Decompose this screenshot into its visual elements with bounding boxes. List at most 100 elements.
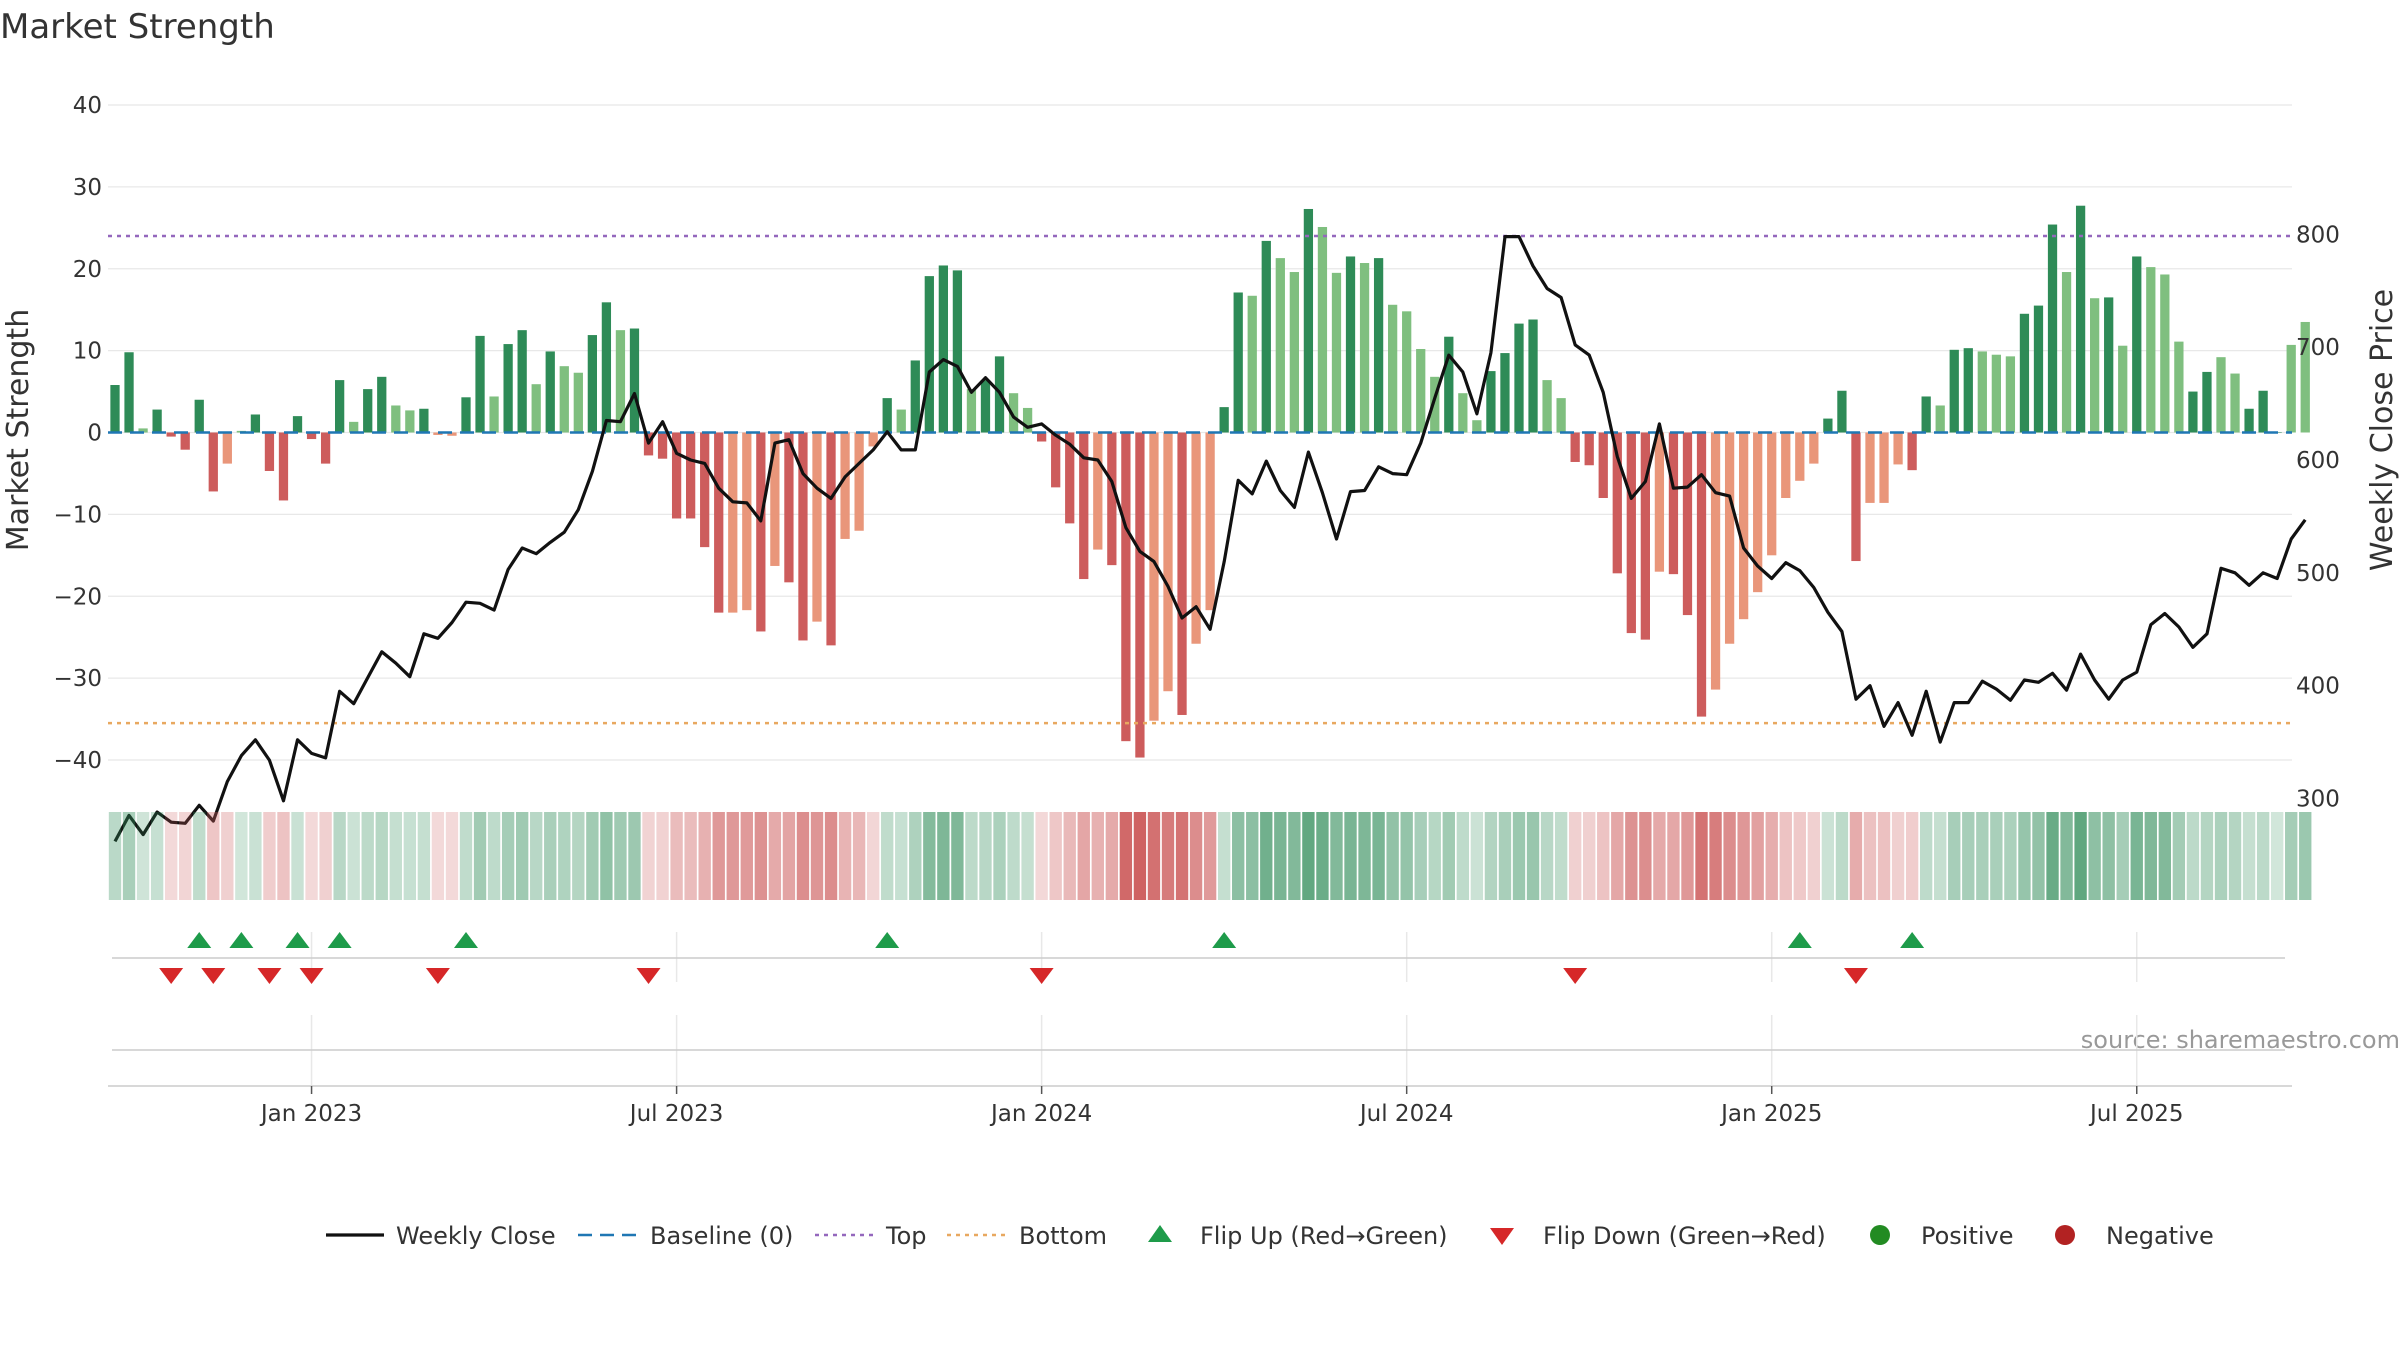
strength-bar xyxy=(714,432,724,613)
heat-cell xyxy=(1274,812,1287,900)
heat-cell xyxy=(1049,812,1062,900)
y-left-tick-label: −30 xyxy=(53,666,102,692)
heat-cell xyxy=(726,812,739,900)
heat-cell xyxy=(1568,812,1582,900)
strength-bar xyxy=(1261,240,1271,433)
strength-bar xyxy=(2005,356,2016,433)
strength-bar xyxy=(1402,311,1412,433)
strength-bar xyxy=(840,432,850,539)
heat-cell xyxy=(1653,812,1666,900)
strength-bar xyxy=(1949,349,1959,433)
legend-label: Bottom xyxy=(1019,1222,1107,1250)
heat-cell xyxy=(179,812,192,900)
heat-cell xyxy=(150,812,164,900)
strength-bar xyxy=(292,416,303,433)
strength-bar xyxy=(1739,432,1749,620)
strength-bar xyxy=(924,276,934,433)
legend-item: Baseline (0) xyxy=(578,1222,793,1250)
heat-cell xyxy=(1063,812,1076,900)
strength-bar xyxy=(700,432,710,548)
heat-cell xyxy=(2130,812,2143,900)
heat-cell xyxy=(431,812,445,900)
heat-cell xyxy=(1751,812,1764,900)
legend-swatch-negative xyxy=(2055,1225,2075,1245)
legend-item: Bottom xyxy=(947,1222,1107,1250)
heat-cell xyxy=(459,812,473,900)
strength-bar xyxy=(587,335,597,433)
strength-bar xyxy=(180,432,190,450)
strength-bar xyxy=(1570,432,1580,462)
x-tick-label: Jul 2023 xyxy=(628,1101,724,1127)
strength-bar xyxy=(349,421,359,433)
heat-cell xyxy=(501,812,515,900)
strength-bar xyxy=(264,432,275,471)
heat-cell xyxy=(572,812,585,900)
strength-bar xyxy=(2033,305,2044,433)
legend-item: Negative xyxy=(2055,1222,2214,1250)
strength-bar xyxy=(2300,321,2310,433)
flip-down-marker xyxy=(636,968,661,984)
strength-bar xyxy=(1991,354,2001,433)
legend-label: Flip Up (Red→Green) xyxy=(1200,1222,1448,1250)
strength-bar xyxy=(573,372,583,433)
strength-bar xyxy=(938,265,948,433)
strength-bar xyxy=(559,366,569,433)
strength-bar xyxy=(2019,313,2030,433)
heat-cell xyxy=(2214,812,2228,900)
heat-cell xyxy=(1077,812,1090,900)
heat-cell xyxy=(2200,812,2214,900)
strength-bars xyxy=(110,205,2310,758)
strength-bar xyxy=(1388,304,1398,433)
y-right-tick-label: 500 xyxy=(2296,561,2340,587)
strength-bar xyxy=(433,432,443,435)
x-tick-label: Jul 2025 xyxy=(2088,1101,2184,1127)
strength-bar xyxy=(1626,432,1636,634)
heat-cell xyxy=(1105,812,1119,900)
strength-bar xyxy=(882,398,892,433)
legend-label: Positive xyxy=(1921,1222,2014,1250)
strength-bar xyxy=(1696,432,1707,717)
heat-cell xyxy=(530,812,543,900)
strength-bar xyxy=(615,330,626,433)
strength-bar xyxy=(545,351,555,433)
heat-cell xyxy=(1175,812,1189,900)
heat-cell xyxy=(1246,812,1259,900)
legend-swatch-positive xyxy=(1870,1225,1890,1245)
strength-bar xyxy=(335,380,345,433)
flip-up-marker xyxy=(1900,932,1925,948)
strength-bar xyxy=(1598,432,1608,498)
strength-bar xyxy=(657,432,668,459)
strength-bar xyxy=(1289,272,1299,433)
strength-bar xyxy=(1191,432,1201,644)
strength-bar xyxy=(686,432,696,519)
heat-cell xyxy=(2102,812,2115,900)
heat-cell xyxy=(249,812,262,900)
heat-cell xyxy=(2158,812,2172,900)
heat-cell xyxy=(628,812,641,900)
strength-bar xyxy=(1135,432,1145,758)
heat-cell xyxy=(1723,812,1736,900)
legend-item: Weekly Close xyxy=(326,1222,556,1250)
strength-bar xyxy=(629,328,640,433)
strength-bar xyxy=(194,399,204,433)
heat-cell xyxy=(193,812,206,900)
heat-cell xyxy=(1583,812,1596,900)
strength-bar xyxy=(1051,432,1061,488)
y-left-tick-label: 10 xyxy=(73,339,102,365)
flip-up-marker xyxy=(285,932,310,948)
strength-bar xyxy=(1977,351,1987,433)
heat-cell xyxy=(305,812,318,900)
strength-bar xyxy=(1486,371,1496,433)
flip-down-marker xyxy=(425,968,450,984)
heat-cell xyxy=(2032,812,2045,900)
heat-cell xyxy=(1470,812,1484,900)
flip-down-marker xyxy=(257,968,282,984)
y-axis-right-title: Weekly Close Price xyxy=(2365,289,2400,571)
strength-bar xyxy=(854,432,864,531)
strength-bar xyxy=(1921,396,1931,433)
heat-cell xyxy=(558,812,571,900)
heat-cell xyxy=(895,812,908,900)
heat-cell xyxy=(221,812,234,900)
strength-bar xyxy=(1247,295,1257,433)
